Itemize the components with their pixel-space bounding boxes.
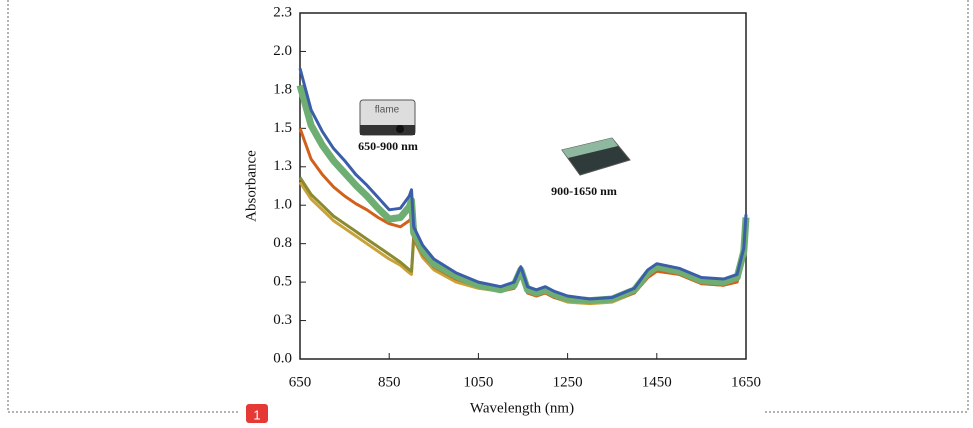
y-tick-label: 1.8 <box>273 81 292 97</box>
y-tick-label: 0.5 <box>273 274 292 290</box>
badge-box <box>246 404 268 423</box>
device-1: flame <box>359 99 416 136</box>
y-tick-label: 2.3 <box>273 4 292 20</box>
device-2 <box>561 137 631 176</box>
x-axis-label: Wavelength (nm) <box>470 400 574 416</box>
y-tick-label: 1.3 <box>273 158 292 174</box>
x-tick-label: 1650 <box>731 374 761 390</box>
x-tick-label: 1250 <box>553 374 583 390</box>
x-tick-label: 1450 <box>642 374 672 390</box>
device-image <box>360 125 415 135</box>
annotation: 900-1650 nm <box>551 184 617 198</box>
y-tick-label: 1.5 <box>273 120 292 136</box>
annotation: 650-900 nm <box>358 139 418 153</box>
y-tick-label: 2.0 <box>273 43 292 59</box>
y-tick-label: 0.3 <box>273 312 292 328</box>
device-image <box>396 125 404 133</box>
device-image <box>562 138 618 158</box>
x-tick-label: 850 <box>378 374 401 390</box>
x-tick-label: 1050 <box>463 374 493 390</box>
spectrum-line <box>296 84 750 305</box>
plot-frame <box>299 12 747 360</box>
y-tick-label: 0.0 <box>273 350 292 366</box>
y-tick-label: 1.0 <box>273 197 292 213</box>
x-tick-label: 650 <box>289 374 312 390</box>
y-tick-label: 0.8 <box>273 235 292 251</box>
spectrum-line <box>298 68 748 301</box>
badge: 1 <box>253 407 260 422</box>
y-axis-label: Absorbance <box>243 150 259 222</box>
device-brand: flame <box>375 105 400 116</box>
